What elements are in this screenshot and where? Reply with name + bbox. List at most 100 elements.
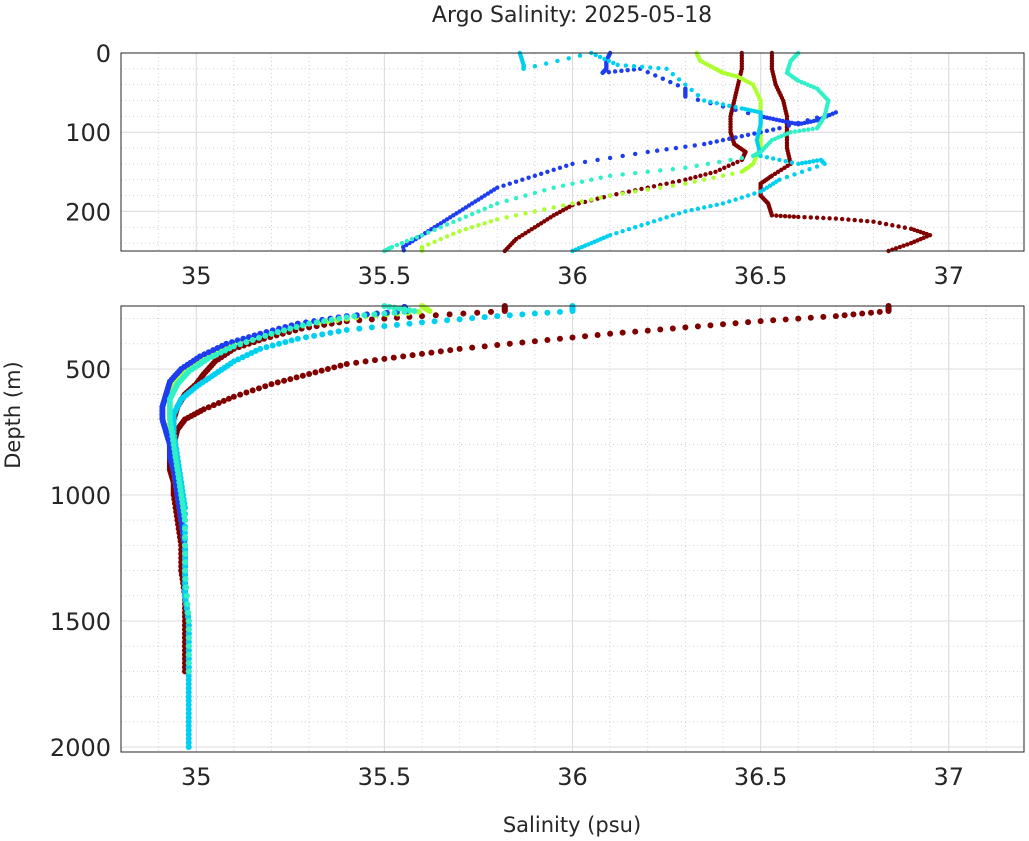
data-point — [409, 236, 415, 242]
data-point — [839, 216, 845, 222]
series-profile-aquamarine — [382, 50, 831, 254]
data-point — [351, 313, 358, 320]
data-point — [519, 311, 526, 318]
data-point — [473, 199, 478, 204]
data-point — [772, 171, 778, 176]
data-point — [293, 323, 300, 330]
x-tick-label: 37 — [933, 262, 964, 290]
data-point — [779, 167, 784, 173]
data-point — [676, 178, 682, 184]
data-point — [343, 326, 350, 333]
data-point — [185, 722, 192, 729]
data-point — [695, 97, 701, 103]
data-point — [302, 334, 309, 341]
data-point — [901, 243, 906, 248]
data-point — [732, 320, 739, 327]
data-point — [657, 326, 664, 333]
data-point — [419, 350, 425, 357]
data-point — [722, 165, 727, 171]
data-point — [799, 169, 805, 174]
data-point — [792, 172, 797, 177]
data-point — [633, 170, 638, 176]
data-point — [733, 104, 738, 110]
data-point — [506, 312, 513, 319]
data-point — [832, 313, 839, 320]
data-point — [727, 136, 732, 141]
data-point — [799, 161, 805, 166]
data-point — [664, 181, 669, 186]
data-point — [720, 173, 726, 178]
data-point — [479, 195, 484, 200]
data-point — [664, 66, 669, 72]
data-point — [185, 689, 192, 696]
data-point — [783, 159, 788, 164]
data-point — [814, 158, 820, 163]
data-point — [694, 163, 699, 169]
data-point — [795, 315, 802, 322]
data-point — [268, 381, 275, 388]
data-point — [569, 308, 576, 315]
data-point — [683, 177, 688, 182]
data-point — [526, 229, 531, 234]
data-point — [707, 322, 714, 329]
data-point — [463, 205, 469, 210]
data-point — [720, 321, 726, 328]
data-point — [396, 305, 403, 312]
data-point — [645, 169, 650, 174]
axes-frame — [120, 52, 1025, 252]
data-point — [185, 672, 192, 679]
data-point — [249, 387, 256, 394]
data-point — [469, 211, 475, 217]
data-point — [288, 337, 295, 344]
data-point — [814, 215, 820, 220]
data-point — [451, 213, 456, 218]
y-tick-label: 100 — [65, 119, 111, 147]
data-point — [368, 324, 375, 331]
data-point — [814, 115, 820, 120]
data-point — [720, 201, 726, 206]
data-point — [460, 310, 467, 317]
data-point — [435, 223, 440, 228]
data-point — [426, 242, 431, 247]
data-point — [688, 176, 693, 181]
data-point — [670, 183, 676, 188]
data-point — [865, 218, 870, 224]
data-point — [564, 163, 569, 169]
x-tick-label: 37 — [933, 763, 964, 791]
data-point — [331, 364, 338, 371]
data-point — [542, 188, 547, 193]
data-point — [281, 327, 288, 334]
data-point — [703, 172, 708, 177]
data-point — [606, 58, 612, 64]
data-point — [833, 216, 839, 221]
data-point — [676, 211, 682, 216]
data-point — [220, 397, 227, 404]
x-tick-label: 36 — [557, 262, 588, 290]
data-point — [607, 173, 613, 178]
data-point — [774, 213, 779, 218]
x-tick-label: 35 — [181, 262, 212, 290]
data-point — [614, 230, 619, 236]
data-point — [589, 177, 594, 182]
data-point — [343, 360, 350, 367]
data-point — [594, 331, 601, 338]
data-point — [750, 153, 756, 159]
data-point — [438, 221, 444, 226]
x-tick-label: 35 — [181, 763, 212, 791]
data-point — [361, 312, 368, 319]
data-point — [318, 367, 325, 374]
data-point — [653, 73, 658, 78]
data-point — [516, 234, 522, 240]
data-point — [519, 339, 526, 346]
data-point — [185, 622, 192, 629]
data-point — [545, 169, 550, 174]
data-point — [676, 77, 682, 82]
data-point — [801, 128, 807, 133]
data-point — [820, 313, 827, 320]
data-point — [276, 340, 283, 347]
data-point — [714, 100, 719, 106]
data-point — [185, 714, 192, 721]
data-point — [645, 69, 650, 75]
data-point — [321, 318, 328, 325]
data-point — [544, 337, 551, 344]
